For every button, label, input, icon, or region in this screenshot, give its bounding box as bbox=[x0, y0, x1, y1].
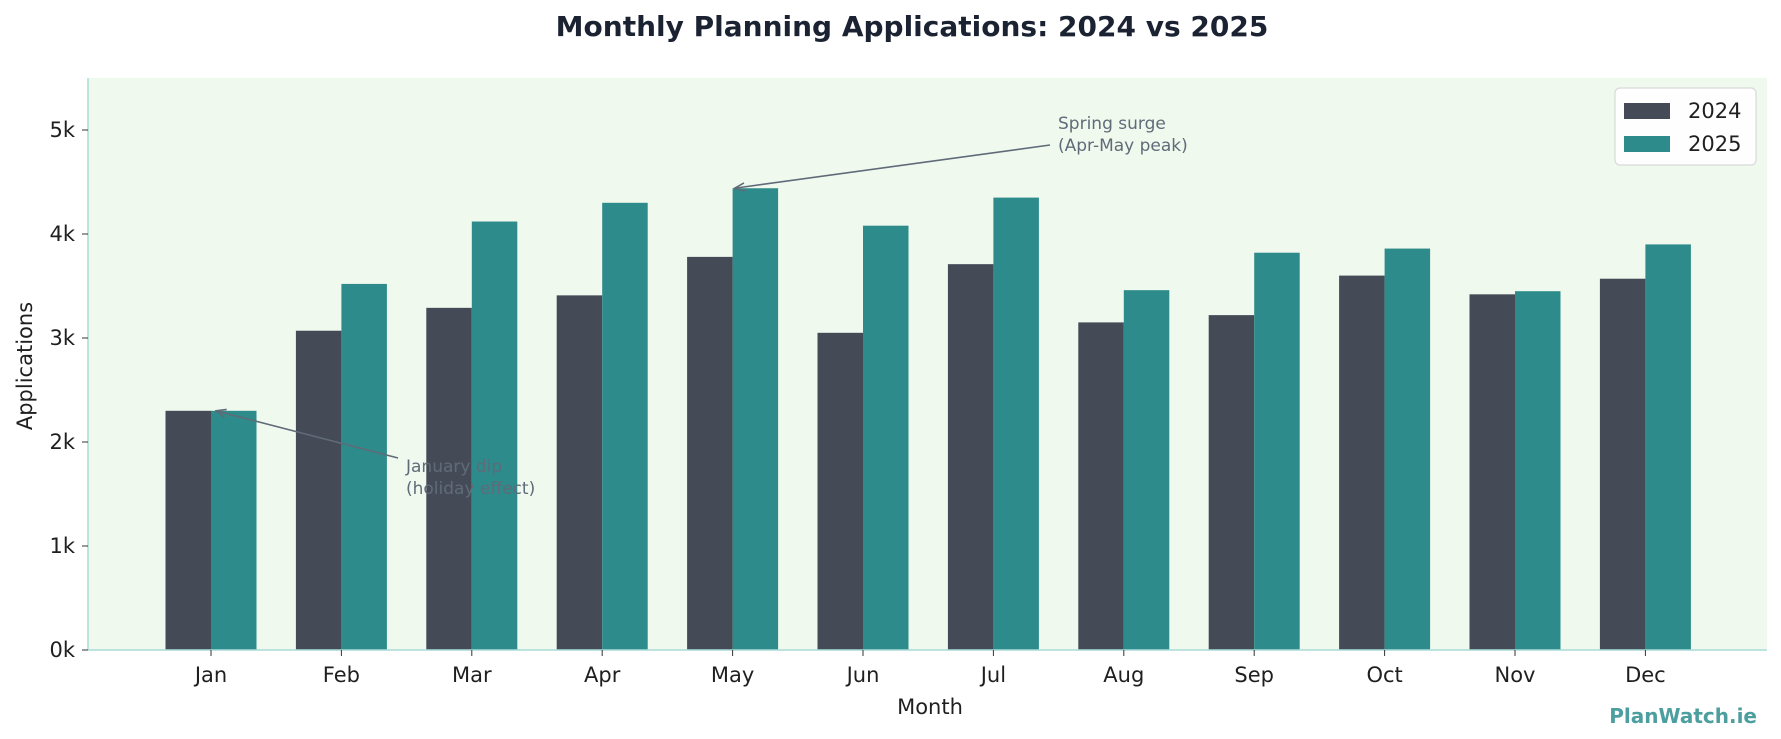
x-tick-label-may: May bbox=[711, 663, 754, 687]
bar-2024-jan[interactable] bbox=[165, 410, 212, 650]
x-tick-label-sep: Sep bbox=[1234, 663, 1274, 687]
bar-2025-may[interactable] bbox=[732, 188, 779, 651]
legend-label-2024: 2024 bbox=[1688, 99, 1741, 123]
y-tick-label: 1k bbox=[49, 534, 75, 558]
bar-2025-mar[interactable] bbox=[471, 221, 518, 650]
x-tick-label-apr: Apr bbox=[584, 663, 621, 687]
legend-label-2025: 2025 bbox=[1688, 132, 1741, 156]
annotation-1: January dip(holiday effect) bbox=[216, 411, 535, 499]
bar-2024-oct[interactable] bbox=[1339, 275, 1385, 650]
y-axis-title: Applications bbox=[13, 302, 37, 430]
x-tick-label-jul: Jul bbox=[979, 663, 1006, 687]
bar-2024-feb[interactable] bbox=[295, 330, 342, 650]
annotation-text-line: Spring surge bbox=[1058, 114, 1166, 134]
legend-swatch-2024 bbox=[1624, 103, 1670, 119]
bars-group bbox=[165, 188, 1691, 651]
bar-2024-jun[interactable] bbox=[817, 332, 864, 650]
bar-2025-jun[interactable] bbox=[863, 225, 909, 650]
bar-2025-oct[interactable] bbox=[1384, 248, 1431, 650]
bar-2024-may[interactable] bbox=[687, 256, 733, 650]
x-tick-label-aug: Aug bbox=[1103, 663, 1144, 687]
x-tick-label-jun: Jun bbox=[845, 663, 880, 687]
bar-2024-nov[interactable] bbox=[1469, 294, 1516, 650]
bar-2025-nov[interactable] bbox=[1515, 291, 1561, 650]
x-axis-title: Month bbox=[897, 695, 963, 719]
bar-2024-aug[interactable] bbox=[1078, 322, 1124, 650]
bar-2025-jan[interactable] bbox=[211, 410, 257, 650]
x-tick-label-feb: Feb bbox=[323, 663, 360, 687]
bar-2024-dec[interactable] bbox=[1599, 278, 1646, 650]
chart-title: Monthly Planning Applications: 2024 vs 2… bbox=[556, 10, 1269, 43]
bar-2025-aug[interactable] bbox=[1123, 290, 1170, 650]
x-tick-label-dec: Dec bbox=[1625, 663, 1666, 687]
x-tick-label-mar: Mar bbox=[452, 663, 492, 687]
annotation-text-line: (Apr-May peak) bbox=[1058, 136, 1188, 156]
x-tick-label-jan: Jan bbox=[193, 663, 227, 687]
bar-2024-sep[interactable] bbox=[1208, 315, 1255, 650]
legend-swatch-2025 bbox=[1624, 136, 1670, 152]
annotation-text-line: January dip bbox=[405, 457, 502, 477]
bar-2025-feb[interactable] bbox=[341, 283, 387, 650]
annotation-arrow bbox=[216, 411, 399, 459]
bar-2025-jul[interactable] bbox=[993, 197, 1039, 650]
legend: 2024 2025 bbox=[1614, 87, 1757, 166]
x-tick-label-oct: Oct bbox=[1366, 663, 1402, 687]
annotation-text-line: (holiday effect) bbox=[406, 479, 535, 499]
annotation-0: Spring surge(Apr-May peak) bbox=[735, 114, 1188, 188]
y-tick-label: 4k bbox=[49, 222, 75, 246]
bar-2025-dec[interactable] bbox=[1645, 244, 1691, 650]
bar-2025-apr[interactable] bbox=[602, 202, 648, 651]
y-tick-label: 3k bbox=[49, 326, 75, 350]
watermark: PlanWatch.ie bbox=[1609, 704, 1757, 728]
y-tick-label: 2k bbox=[49, 430, 75, 454]
bar-2024-apr[interactable] bbox=[556, 295, 603, 650]
x-tick-label-nov: Nov bbox=[1495, 663, 1536, 687]
y-tick-label: 5k bbox=[49, 118, 75, 142]
annotation-arrow bbox=[735, 144, 1051, 188]
y-tick-label: 0k bbox=[49, 638, 75, 662]
bar-2024-jul[interactable] bbox=[947, 264, 994, 650]
bar-2024-mar[interactable] bbox=[426, 307, 472, 650]
bar-2025-sep[interactable] bbox=[1254, 252, 1300, 650]
